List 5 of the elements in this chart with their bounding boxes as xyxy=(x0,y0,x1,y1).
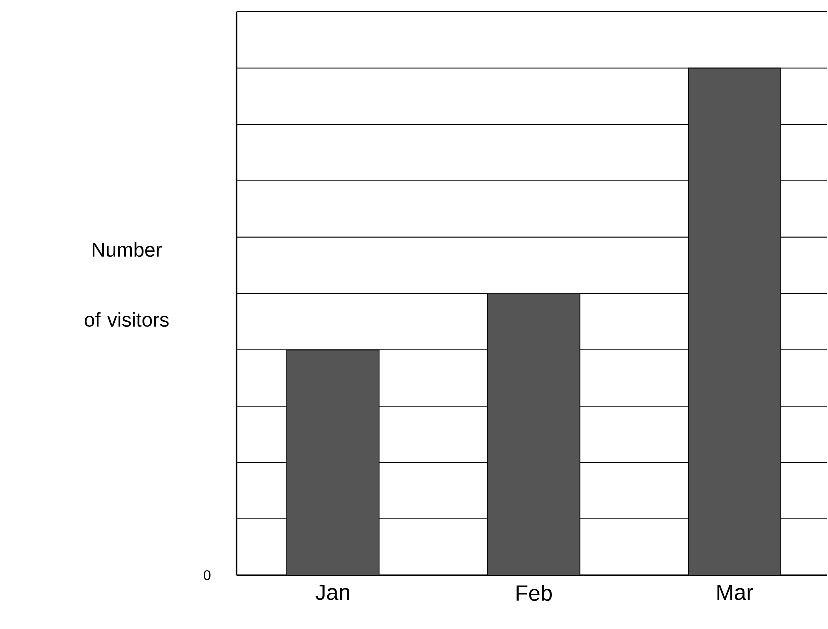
x-tick-label: Feb xyxy=(516,584,552,601)
x-tick-label: Mar xyxy=(718,584,754,600)
text: Number of visitors xyxy=(84,242,169,327)
x-tick-label: Jan xyxy=(316,584,350,600)
text: 0 xyxy=(204,570,211,580)
